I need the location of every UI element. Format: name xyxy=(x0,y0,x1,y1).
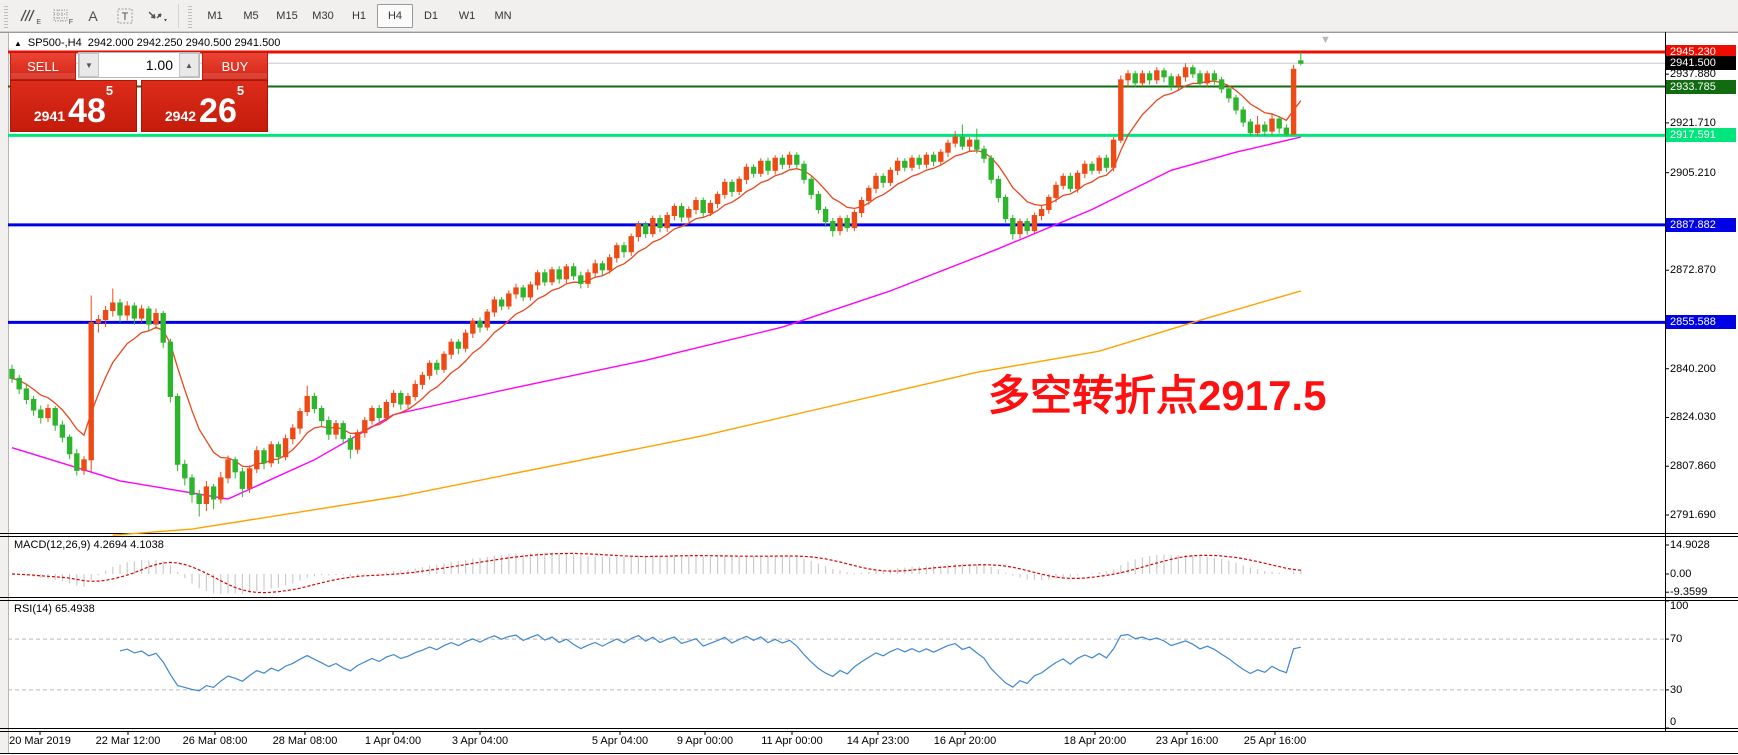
macd-axis-label: -9.3599 xyxy=(1670,586,1708,599)
rsi-axis-label: 70 xyxy=(1670,633,1683,646)
price-badge: 2941.500 xyxy=(1666,56,1736,71)
toolbar-drag-handle[interactable] xyxy=(3,3,10,28)
collapse-arrow-icon[interactable]: ▲ xyxy=(14,38,22,48)
volume-input[interactable] xyxy=(99,53,179,77)
cursor-arrows-button[interactable] xyxy=(142,4,172,28)
volume-decrease-button[interactable]: ▼ xyxy=(79,53,99,77)
window-left-strip xyxy=(0,32,9,754)
time-tick-label: 18 Apr 20:00 xyxy=(1063,735,1127,747)
indicator-list-icon xyxy=(20,9,35,21)
buy-button[interactable]: BUY xyxy=(202,52,268,80)
sell-price-main: 48 xyxy=(68,92,106,131)
price-tick-label: 2791.690 xyxy=(1670,509,1716,521)
rsi-axis-label: 100 xyxy=(1670,600,1689,612)
buy-price-box[interactable]: 2942 26 5 xyxy=(141,80,268,132)
timeframe-button-m1[interactable]: M1 xyxy=(207,9,223,22)
timeframe-button-h4[interactable]: H4 xyxy=(377,3,413,28)
volume-spinner: ▼ ▲ xyxy=(78,52,200,78)
price-tick-label: 2872.870 xyxy=(1670,264,1716,277)
time-tick-label: 5 Apr 04:00 xyxy=(591,735,649,747)
top-toolbar: E F A T M1 M5 M15 M30 H1 H4 D1 W1 MN xyxy=(0,0,1738,32)
chart-title: ▲ SP500-,H4 2942.000 2942.250 2940.500 2… xyxy=(14,37,280,49)
rsi-axis-label: 30 xyxy=(1670,683,1683,696)
timeframe-drag-handle[interactable] xyxy=(187,3,194,28)
buy-price-main: 26 xyxy=(199,92,237,131)
timeframe-button-m30[interactable]: M30 xyxy=(312,9,334,22)
price-badge: 2933.785 xyxy=(1666,79,1736,94)
price-tick-label: 2824.030 xyxy=(1670,411,1716,424)
price-badge: 2917.591 xyxy=(1666,128,1736,143)
font-label-icon: A xyxy=(88,8,98,24)
timeframe-button-w1[interactable]: W1 xyxy=(458,9,476,22)
tool-subscript-label: F xyxy=(68,18,73,26)
buy-price-prefix: 2942 xyxy=(164,108,197,124)
timeframe-button-h1[interactable]: H1 xyxy=(351,9,367,22)
text-box-icon: T xyxy=(117,8,133,23)
sell-price-prefix: 2941 xyxy=(33,108,66,124)
time-tick-label: 28 Mar 08:00 xyxy=(272,735,338,747)
macd-axis-label: 0.00 xyxy=(1670,568,1692,580)
time-tick-label: 22 Mar 12:00 xyxy=(95,735,161,747)
period-grid-button[interactable]: F xyxy=(46,4,76,28)
tool-subscript-label: E xyxy=(36,18,41,26)
scroll-marker-icon[interactable]: ▼ xyxy=(1320,34,1331,46)
buy-price-pip: 5 xyxy=(236,83,245,98)
toolbar-separator xyxy=(178,3,179,28)
sell-price-box[interactable]: 2941 48 5 xyxy=(10,80,137,132)
price-tick-label: 2840.200 xyxy=(1670,362,1716,375)
time-tick-label: 16 Apr 20:00 xyxy=(933,735,997,747)
timeframe-button-d1[interactable]: D1 xyxy=(423,9,439,22)
macd-label: MACD(12,26,9) 4.2694 4.1038 xyxy=(14,539,164,551)
indicator-list-button[interactable]: E xyxy=(14,4,44,28)
volume-increase-button[interactable]: ▲ xyxy=(179,53,199,77)
time-tick-label: 1 Apr 04:00 xyxy=(364,735,422,747)
price-badge: 2855.588 xyxy=(1666,315,1736,330)
svg-text:A: A xyxy=(88,8,98,24)
rsi-axis-label: 0 xyxy=(1670,716,1677,728)
timeframe-button-m15[interactable]: M15 xyxy=(276,9,298,22)
macd-axis-label: 14.9028 xyxy=(1670,539,1710,551)
one-click-trading-panel: SELL ▼ ▲ BUY 2941 48 5 2942 26 5 xyxy=(10,52,268,132)
time-tick-label: 20 Mar 2019 xyxy=(9,735,71,747)
period-grid-icon xyxy=(53,9,68,21)
sell-price-pip: 5 xyxy=(105,83,114,98)
sell-button[interactable]: SELL xyxy=(10,52,76,80)
ohlc-readout: 2942.000 2942.250 2940.500 2941.500 xyxy=(87,37,281,49)
chart-window[interactable] xyxy=(0,32,1738,754)
time-tick-label: 14 Apr 23:00 xyxy=(846,735,910,747)
price-tick-label: 2807.860 xyxy=(1670,460,1716,473)
font-label-button[interactable]: A xyxy=(78,4,108,28)
candles-layer xyxy=(9,52,1304,517)
price-tick-label: 2937.880 xyxy=(1670,68,1716,81)
price-tick-label: 2921.710 xyxy=(1670,116,1716,129)
time-tick-label: 23 Apr 16:00 xyxy=(1155,735,1219,747)
time-tick-label: 26 Mar 08:00 xyxy=(182,735,248,747)
symbol-period-label: SP500-,H4 xyxy=(27,37,82,49)
price-tick-label: 2905.210 xyxy=(1670,166,1716,179)
svg-text:T: T xyxy=(122,11,129,23)
time-tick-label: 25 Apr 16:00 xyxy=(1243,735,1307,747)
timeframe-group: M1 M5 M15 M30 H1 H4 D1 W1 MN xyxy=(197,3,521,28)
text-box-button[interactable]: T xyxy=(110,4,140,28)
timeframe-button-m5[interactable]: M5 xyxy=(243,9,259,22)
time-tick-label: 11 Apr 00:00 xyxy=(761,735,823,747)
chart-text-annotation[interactable]: 多空转折点2917.5 xyxy=(988,372,1327,419)
time-tick-label: 3 Apr 04:00 xyxy=(451,735,509,747)
cursor-arrows-icon xyxy=(148,11,167,21)
time-tick-label: 9 Apr 00:00 xyxy=(676,735,734,747)
rsi-label: RSI(14) 65.4938 xyxy=(14,603,95,615)
price-badge: 2887.882 xyxy=(1666,217,1736,232)
timeframe-button-mn[interactable]: MN xyxy=(494,9,512,22)
price-badge: 2945.230 xyxy=(1666,45,1736,59)
